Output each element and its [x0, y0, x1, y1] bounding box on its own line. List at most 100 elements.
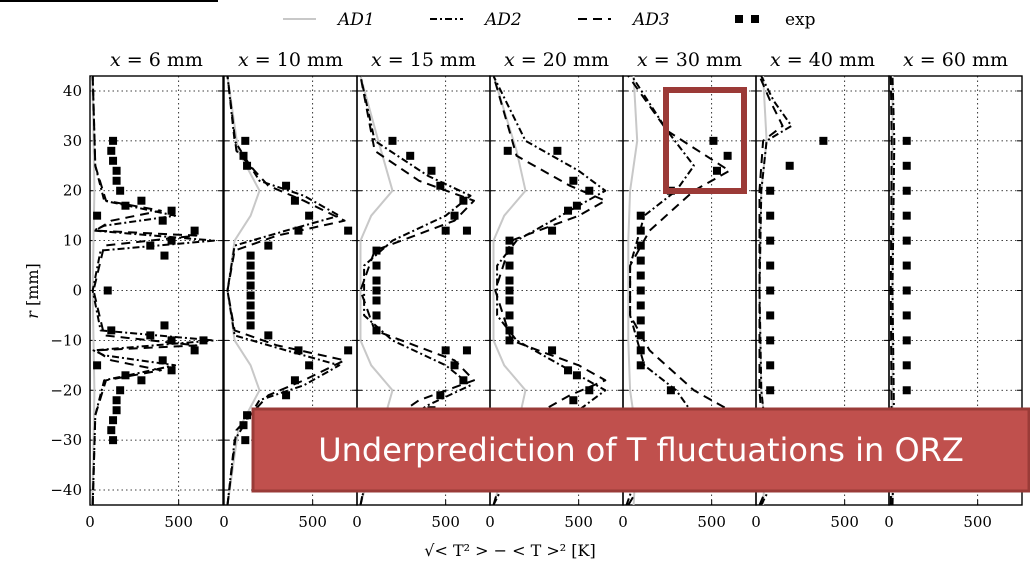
exp-marker: [564, 206, 573, 215]
exp-marker: [239, 421, 248, 430]
panel-title-value: = 60 mm: [914, 49, 1008, 71]
legend-label: AD1: [336, 10, 375, 30]
exp-marker: [441, 226, 450, 235]
exp-marker: [246, 321, 255, 330]
series-line-ad2: [625, 76, 695, 505]
exp-marker: [766, 336, 775, 345]
panel-3: x = 15 mm: [356, 49, 491, 506]
exp-marker: [505, 296, 514, 305]
exp-marker: [107, 146, 116, 155]
legend-entry-ad1: AD1: [283, 10, 375, 30]
callout-background: [251, 407, 1030, 493]
exp-marker: [294, 226, 303, 235]
exp-marker: [190, 346, 199, 355]
panel-title-variable: x: [637, 49, 648, 71]
exp-marker: [505, 246, 514, 255]
exp-marker: [282, 391, 291, 400]
exp-marker: [553, 146, 562, 155]
exp-marker: [158, 356, 167, 365]
legend-entry-ad3: AD3: [578, 10, 670, 30]
legend-label: exp: [785, 10, 816, 30]
exp-marker: [372, 286, 381, 295]
panel-title: x = 10 mm: [238, 49, 343, 71]
exp-marker: [246, 311, 255, 320]
panel-title: x = 60 mm: [903, 49, 1008, 71]
exp-marker: [902, 386, 911, 395]
exp-marker: [116, 386, 125, 395]
exp-marker: [190, 226, 199, 235]
series-line-ad2: [91, 76, 216, 505]
exp-marker: [137, 196, 146, 205]
exp-marker: [160, 321, 169, 330]
exp-marker: [766, 211, 775, 220]
exp-marker: [372, 276, 381, 285]
y-tick-label: 20: [63, 182, 82, 200]
series-line-ad3: [492, 76, 607, 505]
x-tick-label: 500: [431, 513, 460, 531]
panel-title-value: = 30 mm: [648, 49, 742, 71]
y-tick-label: 10: [63, 232, 82, 250]
exp-marker: [505, 261, 514, 270]
exp-marker: [636, 331, 645, 340]
exp-marker: [505, 276, 514, 285]
exp-marker: [636, 316, 645, 325]
legend-entry-exp: exp: [735, 10, 816, 30]
panel-7: x = 60 mm: [888, 49, 1023, 506]
legend-marker: [751, 15, 759, 23]
exp-marker: [902, 286, 911, 295]
exp-marker: [564, 366, 573, 375]
exp-marker: [902, 311, 911, 320]
exp-marker: [372, 296, 381, 305]
exp-marker: [636, 346, 645, 355]
series-line-ad2: [891, 76, 896, 505]
panel-title-variable: x: [903, 49, 914, 71]
exp-marker: [121, 371, 130, 380]
y-tick-label: −40: [50, 481, 82, 499]
exp-marker: [902, 236, 911, 245]
exp-marker: [450, 211, 459, 220]
exp-marker: [585, 186, 594, 195]
series-line-ad1: [359, 76, 394, 505]
x-tick-label: 0: [219, 513, 229, 531]
exp-marker: [766, 361, 775, 370]
y-axis-label: r [mm]: [23, 263, 42, 319]
callout-text: Underprediction of T fluctuations in ORZ: [318, 431, 964, 469]
x-tick-label: 500: [830, 513, 859, 531]
exp-marker: [505, 236, 514, 245]
exp-marker: [372, 326, 381, 335]
exp-marker: [199, 336, 208, 345]
exp-marker: [93, 361, 102, 370]
exp-marker: [112, 406, 121, 415]
panel-title: x = 40 mm: [770, 49, 875, 71]
panel-title-variable: x: [238, 49, 249, 71]
exp-marker: [290, 196, 299, 205]
exp-marker: [112, 176, 121, 185]
exp-marker: [902, 261, 911, 270]
panel-title-value: = 20 mm: [515, 49, 609, 71]
exp-marker: [709, 136, 718, 145]
exp-marker: [167, 336, 176, 345]
series-line-ad2: [492, 76, 607, 505]
exp-marker: [585, 386, 594, 395]
exp-marker: [388, 136, 397, 145]
y-tick-label: −30: [50, 431, 82, 449]
x-tick-label: 0: [485, 513, 495, 531]
exp-marker: [112, 166, 121, 175]
x-axis-label: √< T² > − < T >² [K]: [424, 541, 595, 560]
exp-marker: [766, 386, 775, 395]
legend: AD1 AD2 AD3 exp: [283, 10, 816, 30]
exp-marker: [146, 241, 155, 250]
exp-marker: [290, 376, 299, 385]
exp-marker: [137, 376, 146, 385]
exp-marker: [158, 216, 167, 225]
exp-marker: [109, 156, 118, 165]
exp-marker: [167, 206, 176, 215]
y-tick-label: 30: [63, 132, 82, 150]
exp-marker: [103, 286, 112, 295]
exp-marker: [246, 251, 255, 260]
exp-marker: [766, 236, 775, 245]
exp-marker: [167, 236, 176, 245]
panel-title-value: = 10 mm: [249, 49, 343, 71]
panel-title-variable: x: [371, 49, 382, 71]
exp-marker: [93, 211, 102, 220]
